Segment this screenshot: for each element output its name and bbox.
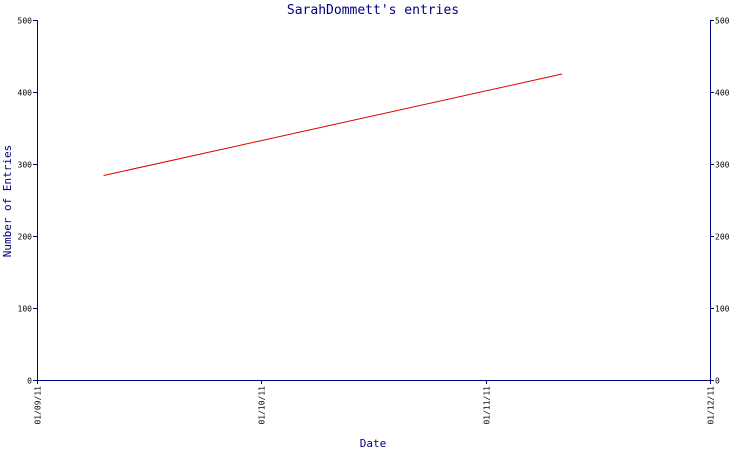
left-y-tick-label: 100 bbox=[18, 305, 33, 314]
right-y-tick-label: 100 bbox=[715, 305, 730, 314]
right-y-tick-label: 0 bbox=[715, 377, 720, 386]
left-y-tick-label: 300 bbox=[18, 161, 33, 170]
series-line bbox=[103, 73, 563, 176]
x-tick-group: 01/09/11 01/10/11 01/11/11 01/12/11 bbox=[34, 380, 716, 425]
right-y-tick-label: 500 bbox=[715, 17, 730, 26]
right-y-tick-label: 300 bbox=[715, 161, 730, 170]
left-y-tick-label: 400 bbox=[18, 89, 33, 98]
left-y-tick-group: 0 100 200 300 400 500 bbox=[18, 17, 38, 386]
left-y-tick-label: 200 bbox=[18, 233, 33, 242]
y-axis-label: Number of Entries bbox=[1, 145, 14, 258]
series-layer bbox=[103, 73, 563, 176]
right-y-tick-label: 400 bbox=[715, 89, 730, 98]
right-y-tick-label: 200 bbox=[715, 233, 730, 242]
x-tick-label: 01/09/11 bbox=[34, 386, 43, 425]
left-y-tick-label: 0 bbox=[27, 377, 32, 386]
x-tick-label: 01/11/11 bbox=[483, 386, 492, 425]
left-y-tick-label: 500 bbox=[18, 17, 33, 26]
chart-title: SarahDommett's entries bbox=[287, 3, 459, 18]
x-tick-label: 01/12/11 bbox=[707, 386, 716, 425]
x-tick-label: 01/10/11 bbox=[258, 386, 267, 425]
x-axis-label: Date bbox=[360, 437, 387, 450]
right-y-tick-group: 0 100 200 300 400 500 bbox=[710, 17, 730, 386]
plot-area bbox=[37, 20, 711, 381]
